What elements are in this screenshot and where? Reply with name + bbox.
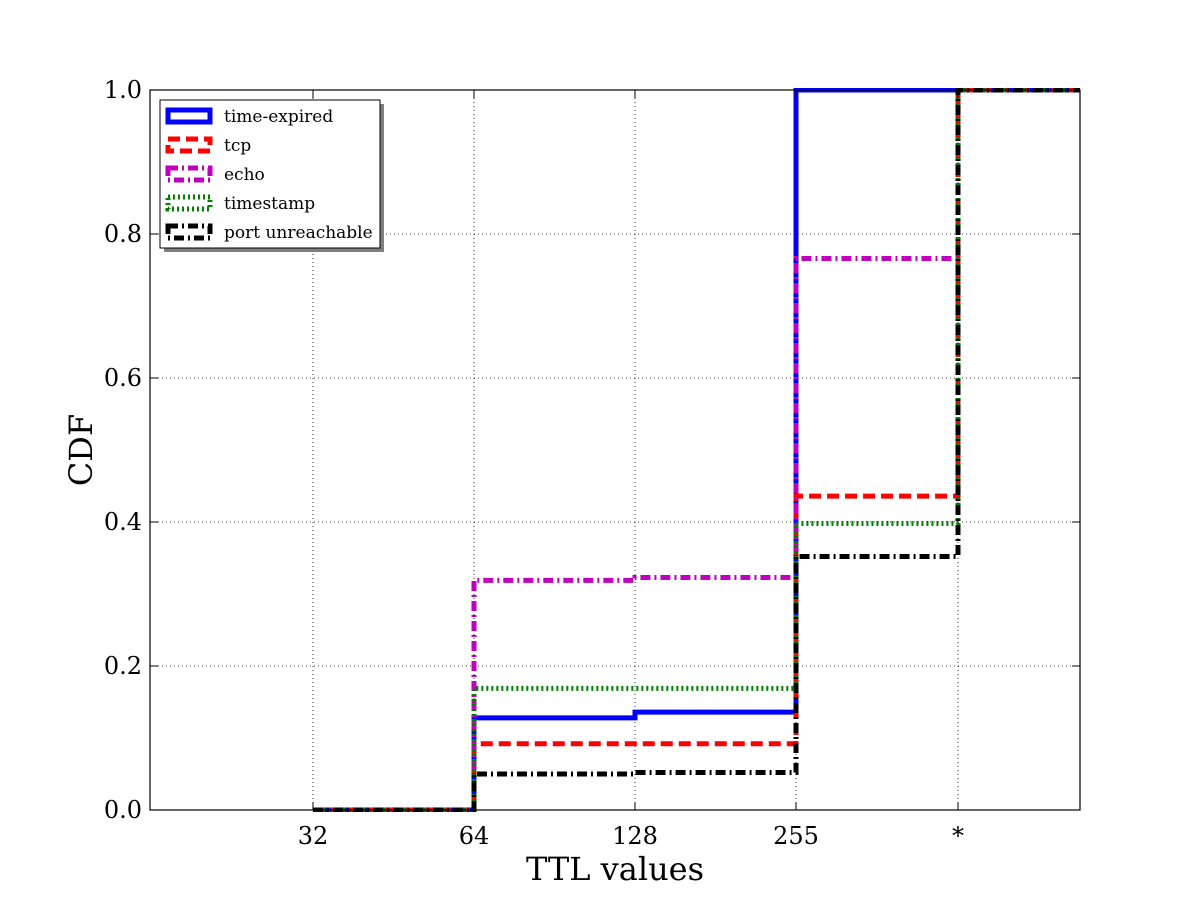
legend: time-expired tcp echo timestamp port unreach… xyxy=(159,99,384,252)
legend-swatch xyxy=(165,165,213,183)
y-tick-label: 0.4 xyxy=(104,508,142,536)
legend-entry: echo xyxy=(165,165,265,185)
series-line-tcp xyxy=(313,88,1080,812)
x-tick-label: 64 xyxy=(459,822,490,850)
axis-ticks: 32 64 128 255 * 0.0 0.2 0.4 0.6 0.8 1.0 xyxy=(104,76,1080,850)
legend-entry: tcp xyxy=(165,136,251,156)
legend-box xyxy=(159,99,381,249)
x-tick-label: 128 xyxy=(612,822,658,850)
legend-label: time-expired xyxy=(224,107,333,127)
legend-swatch xyxy=(165,194,213,212)
x-tick-label: 32 xyxy=(298,822,329,850)
y-tick-label: 0.8 xyxy=(104,220,142,248)
x-tick-label: * xyxy=(952,822,964,850)
legend-swatch xyxy=(165,136,213,154)
y-tick-label: 0.2 xyxy=(104,652,142,680)
legend-swatch xyxy=(165,223,213,241)
x-tick-label: 255 xyxy=(773,822,819,850)
legend-entry: timestamp xyxy=(165,194,315,214)
series-line-port-unreachable xyxy=(313,88,1080,812)
legend-swatch xyxy=(165,107,213,125)
y-axis-label: CDF xyxy=(62,414,100,486)
legend-entry: time-expired xyxy=(165,107,333,127)
series-line-echo xyxy=(313,88,1080,812)
legend-label: tcp xyxy=(224,136,251,156)
legend-label: port unreachable xyxy=(224,223,373,243)
y-tick-label: 1.0 xyxy=(104,76,142,104)
legend-entry: port unreachable xyxy=(165,223,373,243)
legend-label: echo xyxy=(224,165,265,185)
legend-label: timestamp xyxy=(224,194,315,214)
x-axis-label: TTL values xyxy=(526,850,704,888)
series-lines xyxy=(313,88,1080,812)
series-line-time-expired xyxy=(313,88,1080,812)
y-tick-label: 0.6 xyxy=(104,364,142,392)
plot-frame xyxy=(149,89,1081,811)
series-line-timestamp xyxy=(313,88,1080,812)
y-tick-label: 0.0 xyxy=(104,796,142,824)
